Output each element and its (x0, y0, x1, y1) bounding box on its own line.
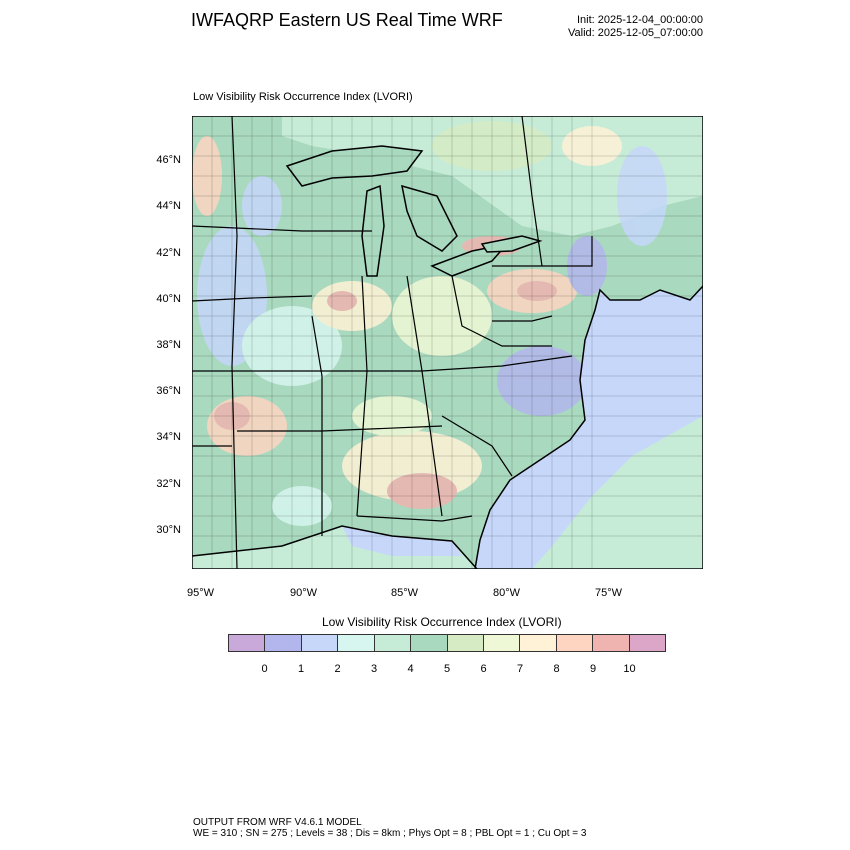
colorbar-swatch (301, 635, 339, 651)
model-version: OUTPUT FROM WRF V4.6.1 MODEL (193, 817, 362, 828)
field-title: Low Visibility Risk Occurrence Index (LV… (193, 91, 413, 103)
colorbar-swatch (629, 635, 666, 651)
valid-time: Valid: 2025-12-05_07:00:00 (568, 27, 703, 39)
plot-title: IWFAQRP Eastern US Real Time WRF (191, 10, 503, 30)
colorbar-swatch (593, 635, 630, 651)
gulf-of-mexico (192, 526, 477, 569)
lat-label: 46°N (156, 154, 181, 166)
lon-label: 75°W (595, 587, 623, 599)
colorbar-swatch (520, 635, 557, 651)
colorbar-swatch (447, 635, 484, 651)
lon-label: 95°W (187, 587, 215, 599)
coastline (192, 285, 703, 569)
colorbar-swatch (265, 635, 302, 651)
lon-label: 90°W (290, 587, 318, 599)
init-time: Init: 2025-12-04_00:00:00 (577, 14, 703, 26)
lat-label: 32°N (156, 478, 181, 490)
time-info: Init: 2025-12-04_00:00:00 Valid: 2025-12… (568, 14, 703, 40)
colorbar-swatch (374, 635, 412, 651)
colorbar-swatch (411, 635, 448, 651)
colorbar-label: 2 (334, 663, 341, 675)
lake-ontario (480, 235, 543, 253)
colorbar-label: 1 (297, 663, 305, 675)
colorbar (228, 634, 666, 652)
colorbar-label: 10 (623, 663, 636, 675)
colorbar-label: 5 (443, 663, 451, 675)
colorbar-label: 4 (407, 663, 414, 675)
lat-label: 38°N (156, 339, 181, 351)
lvori-map (192, 116, 703, 569)
colorbar-label: 0 (261, 663, 268, 675)
lat-label: 40°N (156, 293, 181, 305)
county-grid (192, 116, 703, 569)
lat-label: 42°N (156, 247, 181, 259)
lon-label: 85°W (391, 587, 419, 599)
colorbar-swatch (229, 635, 266, 651)
colorbar-label: 8 (553, 663, 560, 675)
model-info: OUTPUT FROM WRF V4.6.1 MODEL WE = 310 ; … (193, 817, 586, 839)
model-config: WE = 310 ; SN = 275 ; Levels = 38 ; Dis … (193, 828, 587, 839)
colorbar-label: 9 (589, 663, 597, 675)
colorbar-title: Low Visibility Risk Occurrence Index (LV… (322, 615, 562, 629)
lat-label: 30°N (156, 524, 181, 536)
colorbar-label: 3 (370, 663, 378, 675)
lon-label: 80°W (493, 587, 521, 599)
offshore-region (532, 416, 703, 569)
colorbar-swatch (556, 635, 594, 651)
lat-label: 34°N (156, 431, 181, 443)
lat-label: 36°N (156, 385, 181, 397)
colorbar-swatch (338, 635, 375, 651)
lat-label: 44°N (156, 200, 181, 212)
colorbar-label: 7 (516, 663, 524, 675)
colorbar-swatch (483, 635, 521, 651)
colorbar-label: 6 (480, 663, 487, 675)
